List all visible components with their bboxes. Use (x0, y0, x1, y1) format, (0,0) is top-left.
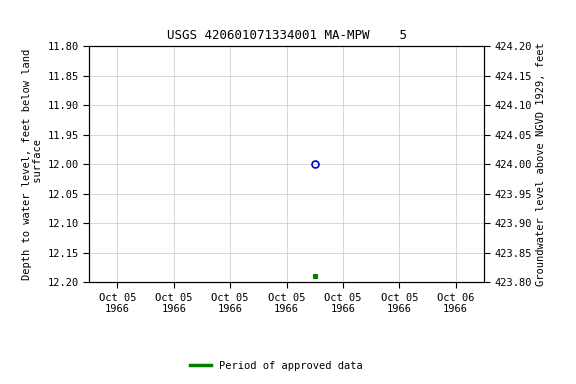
Title: USGS 420601071334001 MA-MPW    5: USGS 420601071334001 MA-MPW 5 (166, 29, 407, 42)
Legend: Period of approved data: Period of approved data (186, 357, 367, 375)
Y-axis label: Groundwater level above NGVD 1929, feet: Groundwater level above NGVD 1929, feet (536, 42, 546, 286)
Y-axis label: Depth to water level, feet below land
 surface: Depth to water level, feet below land su… (22, 48, 43, 280)
